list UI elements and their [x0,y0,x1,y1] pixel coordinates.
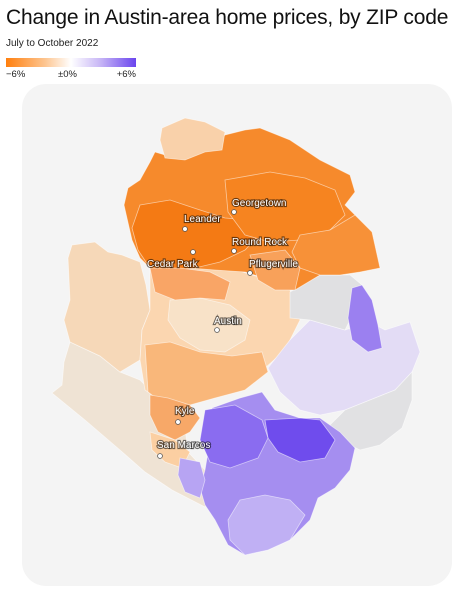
zip-region-nw-austin [149,267,231,301]
zip-region-leander [131,199,263,271]
city-austin-marker [214,327,220,333]
city-pflugerville-label: Pflugerville [249,259,298,270]
city-leander-label: Leander [184,214,221,225]
legend-mid-label: ±0% [58,69,77,80]
legend-ticks: −6% ±0% +6% [6,69,136,81]
city-kyle: Kyle [174,405,196,425]
city-cedar-park-label: Cedar Park [147,259,199,270]
legend-max-label: +6% [116,69,136,80]
city-san-marcos-marker [157,453,163,459]
zip-code-map: Georgetown Leander Round Rock Cedar Park… [51,117,421,556]
city-pflugerville-marker [247,270,253,276]
city-georgetown-label: Georgetown [232,198,286,209]
zip-region-inner-austin [167,297,251,353]
city-leander-marker [182,226,188,232]
zip-region-martindale [177,457,206,499]
zip-region-lockhart-core [264,417,336,463]
city-kyle-marker [175,419,181,425]
zip-region-pflugerville [249,249,301,291]
city-leander: Leander [182,213,222,232]
legend-min-label: −6% [6,69,26,80]
city-austin: Austin [213,315,243,333]
color-legend: −6% ±0% +6% [6,58,136,81]
city-kyle-label: Kyle [175,406,195,417]
city-san-marcos: San Marcos [156,439,211,459]
map-panel: Georgetown Leander Round Rock Cedar Park… [22,84,452,586]
zip-region-luling [227,494,306,556]
city-round-rock-label: Round Rock [232,237,288,248]
legend-gradient-bar [6,58,136,67]
city-round-rock-marker [231,248,237,254]
chart-subtitle: July to October 2022 [6,38,99,49]
city-georgetown: Georgetown [231,197,288,215]
city-cedar-park: Cedar Park [146,249,200,271]
chart-title: Change in Austin-area home prices, by ZI… [6,6,449,29]
zip-region-kyle [149,394,201,441]
zip-region-lockhart-west [199,404,269,469]
zip-region-north-pale [159,117,226,161]
zip-region-taylor [291,214,381,276]
city-pflugerville: Pflugerville [247,258,299,276]
city-georgetown-marker [231,209,237,215]
city-austin-label: Austin [214,316,242,327]
zip-region-elgin [347,284,383,353]
city-cedar-park-marker [190,249,196,255]
city-round-rock: Round Rock [231,236,289,254]
city-san-marcos-label: San Marcos [157,440,210,451]
